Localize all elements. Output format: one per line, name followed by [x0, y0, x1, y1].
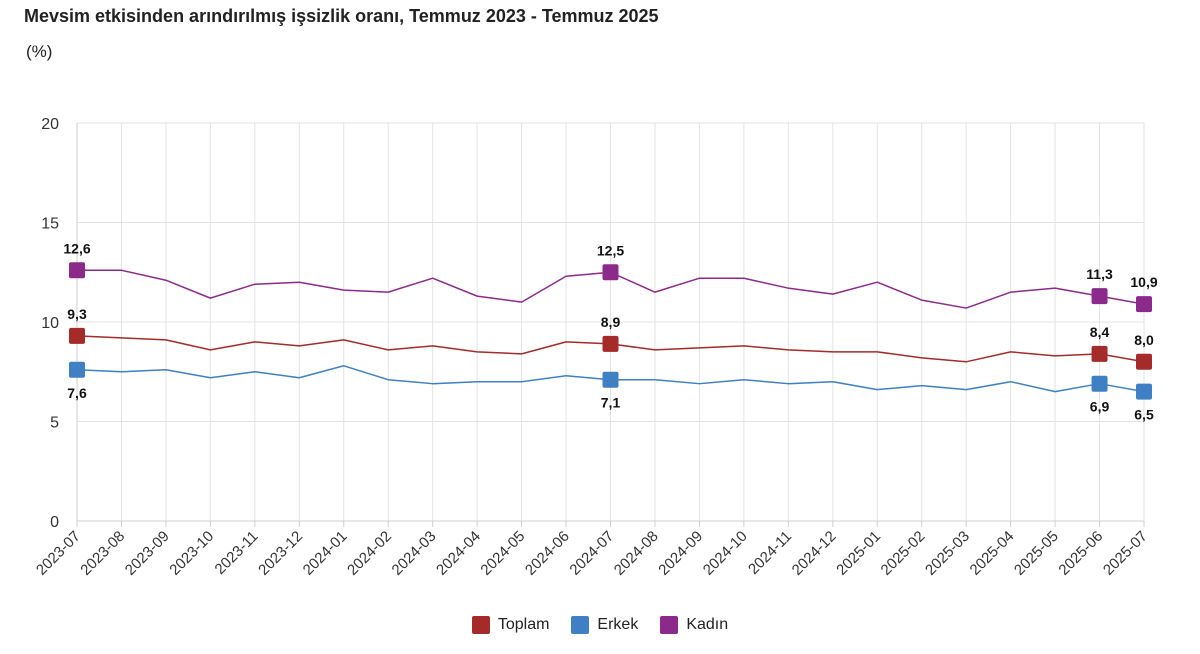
x-tick-label: 2024-10	[700, 528, 751, 579]
x-tick-label: 2025-04	[966, 528, 1017, 579]
legend-swatch-kadin	[660, 616, 679, 634]
x-tick-label: 2024-08	[611, 528, 662, 579]
x-tick-label: 2024-11	[745, 528, 795, 578]
x-tick-label: 2024-04	[433, 528, 484, 579]
x-tick-label: 2024-05	[477, 528, 528, 579]
legend-swatch-toplam	[471, 616, 490, 634]
data-marker-erkek	[69, 361, 85, 378]
y-tick-label: 5	[50, 415, 59, 432]
data-marker-kad-n	[1136, 296, 1152, 313]
x-tick-label: 2025-07	[1100, 528, 1151, 579]
x-tick-label: 2024-06	[522, 528, 573, 579]
data-marker-kad-n	[602, 264, 619, 281]
x-tick-label: 2025-02	[878, 528, 929, 579]
data-marker-toplam	[69, 327, 85, 344]
x-tick-label: 2023-08	[77, 528, 128, 579]
data-marker-kad-n	[69, 262, 85, 279]
legend-item-erkek[interactable]: Erkek	[571, 616, 638, 634]
data-marker-erkek	[602, 371, 619, 388]
data-marker-toplam	[1091, 345, 1108, 362]
legend-swatch-erkek	[571, 616, 590, 634]
data-label-kad-n: 12,5	[597, 242, 624, 258]
data-label-erkek: 7,6	[67, 385, 87, 401]
data-label-erkek: 6,9	[1090, 399, 1110, 415]
legend-item-toplam[interactable]: Toplam	[471, 616, 550, 634]
data-marker-kad-n	[1091, 288, 1108, 305]
data-label-erkek: 7,1	[601, 395, 621, 411]
x-tick-label: 2023-10	[166, 528, 217, 579]
chart-legend: Toplam Erkek Kadın	[0, 616, 1200, 634]
data-label-kad-n: 12,6	[63, 240, 90, 256]
x-tick-label: 2025-05	[1011, 528, 1062, 579]
data-label-erkek: 6,5	[1134, 407, 1154, 423]
x-tick-label: 2025-01	[833, 528, 884, 579]
x-tick-label: 2024-01	[300, 528, 351, 579]
y-tick-label: 20	[41, 116, 59, 133]
line-chart: 051015202023-072023-082023-092023-102023…	[33, 116, 1158, 579]
legend-item-kadin[interactable]: Kadın	[660, 616, 728, 634]
chart-title: Mevsim etkisinden arındırılmış işsizlik …	[24, 6, 659, 26]
y-tick-label: 0	[50, 514, 59, 531]
x-tick-label: 2024-03	[389, 528, 440, 579]
chart-unit-label: (%)	[26, 42, 53, 61]
data-marker-erkek	[1091, 375, 1108, 392]
x-tick-label: 2025-06	[1055, 528, 1106, 579]
x-tick-label: 2023-07	[33, 528, 84, 579]
x-tick-label: 2024-07	[566, 528, 617, 579]
data-label-kad-n: 10,9	[1130, 274, 1157, 290]
data-marker-toplam	[602, 335, 619, 352]
x-tick-label: 2024-02	[344, 528, 395, 579]
legend-label-toplam: Toplam	[497, 616, 550, 633]
data-label-toplam: 8,0	[1134, 332, 1154, 348]
data-marker-erkek	[1136, 383, 1152, 400]
y-tick-label: 10	[41, 315, 59, 332]
x-tick-label: 2025-03	[922, 528, 973, 579]
legend-label-erkek: Erkek	[597, 616, 639, 633]
x-tick-label: 2024-09	[655, 528, 706, 579]
x-tick-label: 2023-12	[255, 528, 306, 579]
x-tick-label: 2023-09	[122, 528, 173, 579]
x-tick-label: 2023-11	[212, 528, 262, 578]
data-label-toplam: 8,4	[1090, 324, 1110, 340]
x-tick-label: 2024-12	[789, 528, 840, 579]
data-label-kad-n: 11,3	[1086, 266, 1113, 282]
data-label-toplam: 8,9	[601, 314, 621, 330]
data-marker-toplam	[1136, 353, 1152, 370]
y-tick-label: 15	[41, 216, 59, 233]
data-label-toplam: 9,3	[67, 306, 87, 322]
legend-label-kadin: Kadın	[686, 616, 729, 633]
